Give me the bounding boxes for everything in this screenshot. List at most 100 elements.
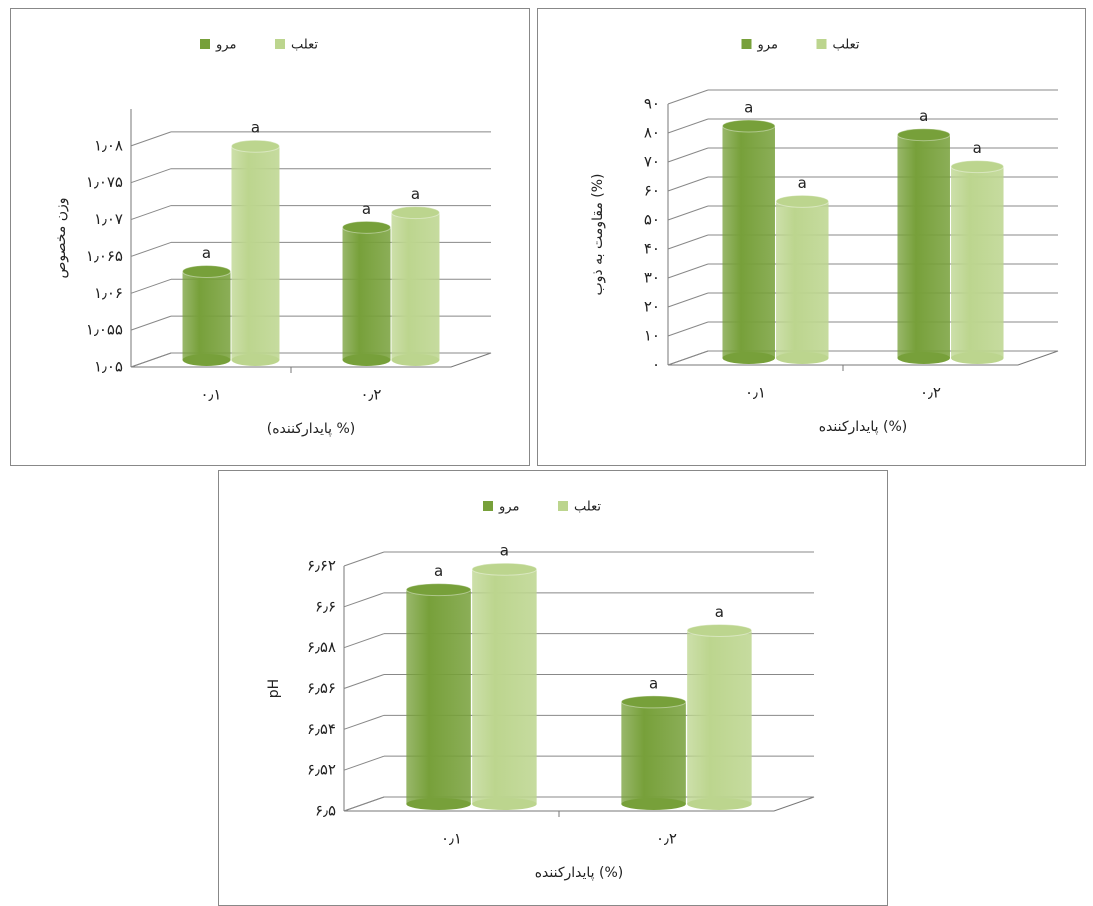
grid-line — [667, 321, 709, 337]
grid-line — [343, 796, 385, 812]
grid-line — [343, 755, 385, 771]
bar-top — [620, 695, 687, 709]
y-tick-label: ۰ — [652, 356, 660, 374]
x-tick-label: ۰٫۲ — [656, 830, 677, 848]
grid-line — [130, 205, 172, 221]
legend-swatch — [200, 39, 210, 49]
grid-line — [343, 633, 385, 649]
significance-letter: a — [798, 174, 807, 192]
significance-letter: a — [744, 99, 753, 117]
bar-top — [405, 583, 472, 597]
legend-label: مرو — [215, 38, 236, 53]
bar-top — [390, 206, 440, 220]
y-tick-label: ۵۰ — [644, 211, 660, 229]
y-tick-label: ۳۰ — [644, 269, 660, 287]
grid-line — [130, 241, 172, 257]
y-tick-label: ۱٫۰۷۵ — [86, 173, 123, 191]
bar — [231, 146, 280, 360]
y-tick-label: ۹۰ — [644, 95, 660, 113]
significance-letter: a — [411, 185, 420, 203]
bar-top — [686, 623, 753, 637]
y-axis-title: وزن مخصوص — [53, 197, 69, 278]
legend-label: مرو — [757, 38, 778, 53]
x-tick-label: ۰٫۱ — [201, 386, 222, 404]
legend-swatch — [741, 39, 752, 49]
y-tick-label: ۱۰ — [644, 327, 660, 345]
bar — [342, 227, 391, 360]
legend-swatch — [483, 501, 493, 511]
grid-line — [667, 176, 709, 192]
grid-line — [667, 118, 709, 134]
x-axis-title: (پایدارکننده %) — [267, 421, 356, 437]
grid-line — [343, 674, 385, 689]
bar-top — [896, 128, 951, 142]
significance-letter: a — [251, 119, 260, 137]
legend-label: مرو — [498, 500, 519, 515]
y-tick-label: ۱٫۰۸ — [94, 136, 123, 154]
significance-letter: a — [649, 674, 658, 692]
x-axis-title: پایدارکننده (%) — [819, 419, 908, 435]
x-tick-label: ۰٫۱ — [441, 830, 462, 848]
significance-letter: a — [973, 139, 982, 157]
grid-line — [667, 263, 709, 279]
legend-swatch — [275, 39, 285, 49]
x-tick-label: ۰٫۲ — [361, 386, 382, 404]
bar-top — [950, 160, 1005, 174]
y-tick-label: ۱٫۰۷ — [94, 210, 123, 228]
bar — [406, 589, 471, 804]
y-tick-label: ۶٫۵ — [315, 802, 336, 820]
bar-top — [342, 220, 392, 234]
chart-panel: ۰ ۱۰ ۲۰ ۳۰ ۴۰ ۵۰ ۶۰ ۷۰ ۸۰ ۹۰ ۰٫۱ a a ۰٫۲ a a مرو تعلب پاید… — [537, 8, 1086, 466]
grid-line — [130, 352, 172, 368]
legend-swatch — [558, 501, 568, 511]
bar — [621, 701, 686, 804]
legend-swatch — [816, 39, 827, 49]
grid-line — [343, 551, 385, 567]
y-tick-label: ۲۰ — [644, 298, 660, 316]
grid-line — [667, 205, 709, 221]
legend-label: تعلب — [291, 38, 318, 53]
grid-line — [130, 131, 172, 147]
y-tick-label: ۶٫۶۲ — [307, 557, 336, 575]
bar — [472, 569, 537, 804]
grid-line — [130, 315, 172, 331]
bar — [897, 134, 950, 358]
y-tick-label: ۱٫۰۵ — [94, 358, 123, 376]
y-tick-label: ۶٫۵۴ — [307, 720, 336, 738]
bar-top — [230, 139, 280, 153]
grid-line — [130, 168, 172, 184]
significance-letter: a — [362, 200, 371, 218]
y-tick-label: ۴۰ — [644, 240, 660, 258]
grid-line — [667, 89, 709, 105]
y-tick-label: ۶٫۶ — [315, 597, 336, 615]
grid-line — [667, 234, 709, 250]
bar-top — [471, 562, 538, 576]
grid-line — [343, 714, 385, 730]
y-axis-title: pH — [266, 679, 282, 698]
chart: ۶٫۵ ۶٫۵۲ ۶٫۵۴ ۶٫۵۶ ۶٫۵۸ ۶٫۶ ۶٫۶۲ ۰٫۱ a a ۰٫۲ a a مرو ت… — [266, 500, 815, 881]
y-tick-label: ۷۰ — [644, 153, 660, 171]
grid-line — [667, 350, 709, 366]
significance-letter: a — [500, 542, 509, 560]
significance-letter: a — [434, 562, 443, 580]
bar — [951, 166, 1004, 358]
legend-label: تعلب — [574, 500, 601, 515]
chart-panel: ۶٫۵ ۶٫۵۲ ۶٫۵۴ ۶٫۵۶ ۶٫۵۸ ۶٫۶ ۶٫۶۲ ۰٫۱ a a ۰٫۲ a a مرو ت… — [218, 470, 888, 906]
chart: ۱٫۰۵ ۱٫۰۵۵ ۱٫۰۶ ۱٫۰۶۵ ۱٫۰۷ ۱٫۰۷۵ ۱٫۰۸ ۰٫۱ a a ۰٫۲ a… — [53, 38, 492, 437]
significance-letter: a — [919, 107, 928, 125]
significance-letter: a — [715, 603, 724, 621]
bar-top — [182, 265, 232, 279]
grid-line — [667, 292, 709, 308]
x-tick-label: ۰٫۱ — [745, 384, 766, 402]
x-axis-title: پایدارکننده (%) — [535, 865, 624, 881]
y-tick-label: ۶٫۵۲ — [307, 761, 336, 779]
bar — [687, 630, 752, 804]
grid-line — [343, 592, 385, 608]
bar — [182, 271, 231, 360]
y-tick-label: ۱٫۰۶ — [94, 284, 123, 302]
chart-panel: ۱٫۰۵ ۱٫۰۵۵ ۱٫۰۶ ۱٫۰۶۵ ۱٫۰۷ ۱٫۰۷۵ ۱٫۰۸ ۰٫۱ a a ۰٫۲ a… — [10, 8, 530, 466]
grid-line — [667, 147, 709, 163]
chart: ۰ ۱۰ ۲۰ ۳۰ ۴۰ ۵۰ ۶۰ ۷۰ ۸۰ ۹۰ ۰٫۱ a a ۰٫۲ a a مرو تعلب پاید… — [590, 38, 1059, 435]
x-tick-label: ۰٫۲ — [920, 384, 941, 402]
